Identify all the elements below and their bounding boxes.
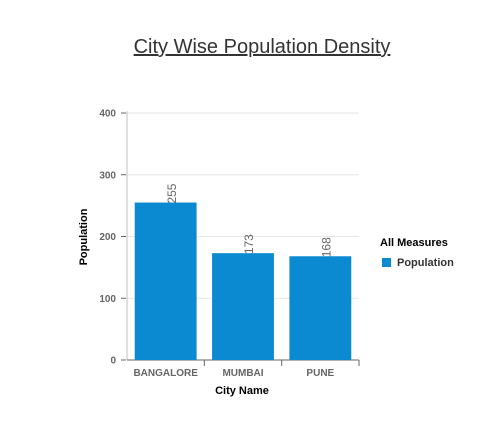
bar-value-label: 168 <box>320 237 334 257</box>
y-axis-title: Population <box>78 208 90 265</box>
y-tick-label: 0 <box>110 356 116 367</box>
y-tick-label: 100 <box>99 294 116 305</box>
bar-value-labels: 255 173 168 <box>165 183 334 257</box>
legend-item-population: Population <box>397 257 454 269</box>
chart-title: City Wise Population Density <box>134 36 391 58</box>
bar-value-label: 255 <box>165 183 179 203</box>
bar-mumbai[interactable] <box>212 253 274 360</box>
y-tick-label: 400 <box>99 109 116 120</box>
bar-value-label: 173 <box>242 234 256 254</box>
bars <box>134 202 352 360</box>
legend-swatch <box>382 258 391 267</box>
bar-bangalore[interactable] <box>134 202 197 360</box>
x-tick-label: PUNE <box>306 368 334 379</box>
x-axis-title: City Name <box>215 385 269 397</box>
bar-pune[interactable] <box>289 256 352 360</box>
y-tick-label: 300 <box>99 170 116 181</box>
x-tick-label: MUMBAI <box>222 368 263 379</box>
legend-title: All Measures <box>380 237 448 249</box>
y-tick-label: 200 <box>99 232 116 243</box>
legend: All Measures Population <box>380 237 454 269</box>
x-tick-label: BANGALORE <box>133 368 198 379</box>
